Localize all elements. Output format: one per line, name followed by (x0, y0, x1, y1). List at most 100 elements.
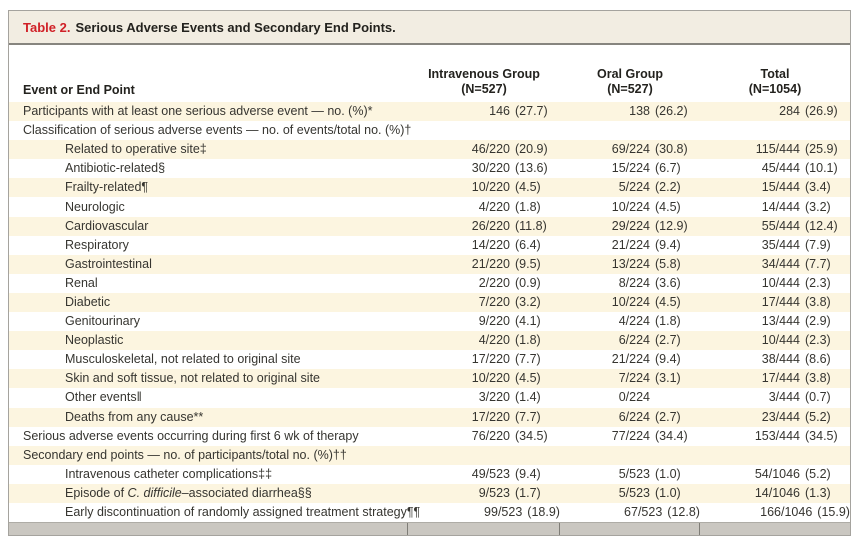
value-percent: (12.9) (655, 218, 688, 233)
event-label: Skin and soft tissue, not related to ori… (65, 371, 321, 386)
value-cell: 10/224 (4.5) (560, 198, 700, 217)
value-cell: 5/224 (2.2) (560, 178, 700, 197)
value-fraction: 10/224 (611, 294, 650, 309)
column-header-name: Oral Group (597, 67, 663, 81)
table-row: Intravenous catheter complications‡‡ 49/5… (9, 465, 850, 484)
value-fraction: 76/220 (471, 428, 510, 443)
value-fraction: 29/224 (611, 218, 650, 233)
journal-table: Table 2. Serious Adverse Events and Seco… (8, 10, 851, 536)
value-fraction: 5/224 (618, 180, 650, 195)
table-body: Participants with at least one serious a… (9, 102, 850, 522)
table-row: Neoplastic 4/220 (1.8) 6/224 (2.7) 10/444 (2.3… (9, 331, 850, 351)
value-fraction: 46/220 (471, 142, 510, 157)
value-percent: (15.9) (817, 505, 850, 520)
value-cell: 55/444 (12.4) (700, 217, 850, 236)
value-percent: (3.4) (805, 180, 831, 195)
value-cell: 45/444 (10.1) (700, 159, 850, 178)
table-title-text: Serious Adverse Events and Secondary End… (75, 19, 396, 35)
event-label: Genitourinary (65, 314, 141, 329)
event-label: Other events‖ (65, 390, 142, 405)
value-percent: (9.5) (515, 256, 541, 271)
table-row: Cardiovascular 26/220 (11.8) 29/224 (12.9) 55… (9, 216, 850, 236)
value-fraction: 166/1046 (760, 505, 813, 520)
value-cell: 138 (26.2) (560, 102, 700, 121)
value-cell: 10/220 (4.5) (408, 178, 560, 197)
value-fraction: 13/224 (611, 256, 650, 271)
table-row: Frailty-related¶ 10/220 (4.5) 5/224 (2.2) 15/… (9, 178, 850, 198)
value-fraction: 7/220 (478, 294, 510, 309)
value-fraction: 10/220 (471, 180, 510, 195)
value-cell: 76/220 (34.5) (408, 427, 560, 446)
value-percent: (4.5) (655, 294, 681, 309)
event-label-part: Episode of (65, 485, 128, 500)
value-percent: (5.2) (805, 409, 831, 424)
table-row: Serious adverse events occurring during … (9, 427, 850, 446)
value-cell: 67/523 (12.8) (572, 503, 712, 522)
event-label-part: –associated diarrhea§§ (181, 485, 312, 500)
value-fraction: 13/444 (761, 314, 800, 329)
event-label: Cardiovascular (65, 218, 149, 233)
event-label: Serious adverse events occurring during … (23, 428, 359, 443)
value-percent: (3.1) (655, 371, 681, 386)
value-fraction: 3/444 (768, 390, 800, 405)
column-header-row: Event or End Point Intravenous Group (N=… (9, 45, 850, 102)
table-row: Related to operative site‡ 46/220 (20.9) 69… (9, 140, 850, 160)
event-label: Secondary end points — no. of participan… (23, 447, 347, 462)
value-fraction: 10/444 (761, 333, 800, 348)
value-percent: (1.4) (515, 390, 541, 405)
value-fraction: 21/224 (611, 237, 650, 252)
value-fraction: 138 (629, 104, 650, 119)
column-divider-notch (407, 523, 408, 535)
table-row: Gastrointestinal 21/220 (9.5) 13/224 (5.8) 34… (9, 254, 850, 274)
value-percent: (3.2) (515, 294, 541, 309)
value-cell: 17/220 (7.7) (408, 350, 560, 369)
value-fraction: 5/523 (618, 485, 650, 500)
value-percent: (3.8) (805, 371, 831, 386)
value-fraction: 14/220 (471, 237, 510, 252)
value-percent: (0.7) (805, 390, 831, 405)
value-fraction: 146 (489, 104, 510, 119)
value-cell: 15/224 (6.7) (560, 159, 700, 178)
event-label: Diabetic (65, 294, 111, 309)
column-header-intravenous: Intravenous Group (N=527) (408, 67, 560, 98)
table-row: Episode of C. difficile–associated diarr… (9, 483, 850, 503)
value-cell: 3/220 (1.4) (408, 388, 560, 407)
value-fraction: 38/444 (761, 352, 800, 367)
value-fraction: 69/224 (611, 142, 650, 157)
table-row: Neurologic 4/220 (1.8) 10/224 (4.5) 14/444 (3.… (9, 197, 850, 216)
table-row: Genitourinary 9/220 (4.1) 4/224 (1.8) 13/444 (… (9, 312, 850, 331)
value-percent: (1.0) (655, 466, 681, 481)
value-fraction: 153/444 (754, 428, 800, 443)
value-percent: (4.5) (655, 199, 681, 214)
value-cell: 99/523 (18.9) (420, 503, 572, 522)
value-percent: (18.9) (527, 505, 560, 520)
table-title-bar: Table 2. Serious Adverse Events and Seco… (9, 11, 850, 45)
value-percent: (10.1) (805, 161, 838, 176)
event-label: Intravenous catheter complications‡‡ (65, 466, 273, 481)
value-fraction: 10/444 (761, 275, 800, 290)
value-percent: (6.4) (515, 237, 541, 252)
value-percent: (26.2) (655, 104, 688, 119)
value-percent: (26.9) (805, 104, 838, 119)
column-header-n: (N=527) (461, 82, 507, 96)
value-cell: 146 (27.7) (408, 102, 560, 121)
value-fraction: 3/220 (478, 390, 510, 405)
value-percent: (1.0) (655, 485, 681, 500)
column-header-name: Intravenous Group (428, 67, 540, 81)
value-cell: 4/220 (1.8) (408, 331, 560, 350)
column-header-name: Total (760, 67, 790, 81)
value-percent: (25.9) (805, 142, 838, 157)
value-cell: 54/1046 (5.2) (700, 465, 850, 484)
value-percent: (12.4) (805, 218, 838, 233)
value-percent: (9.4) (655, 237, 681, 252)
value-fraction: 6/224 (618, 333, 650, 348)
value-fraction: 23/444 (761, 409, 800, 424)
event-label: Neoplastic (65, 333, 124, 348)
event-label: Participants with at least one serious a… (23, 104, 373, 119)
table-row: Renal 2/220 (0.9) 8/224 (3.6) 10/444 (2.3) (9, 274, 850, 293)
value-percent: (11.8) (515, 218, 547, 233)
table-row: Diabetic 7/220 (3.2) 10/224 (4.5) 17/444 (3.8) (9, 292, 850, 313)
value-fraction: 26/220 (471, 218, 510, 233)
value-cell: 46/220 (20.9) (408, 140, 560, 159)
event-label: Deaths from any cause** (65, 409, 204, 424)
